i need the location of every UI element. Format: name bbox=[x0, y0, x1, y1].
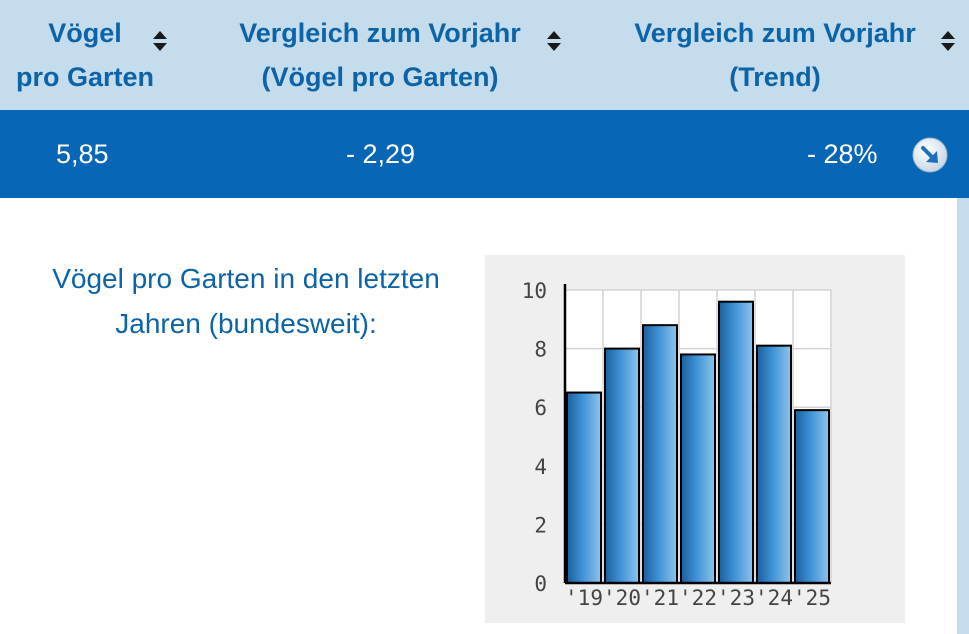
x-tick-label: '24 bbox=[755, 586, 793, 610]
column-header-label: Vergleich zum Vorjahr bbox=[634, 18, 916, 48]
bar bbox=[756, 344, 792, 584]
bar bbox=[718, 300, 754, 584]
y-tick-label: 2 bbox=[534, 513, 547, 537]
bar bbox=[794, 409, 830, 584]
arrow-down-right-icon bbox=[911, 136, 949, 174]
y-tick-label: 6 bbox=[534, 396, 547, 420]
y-tick-label: 8 bbox=[534, 338, 547, 362]
x-tick-label: '25 bbox=[793, 586, 831, 610]
change-percent-value: - 28% bbox=[807, 139, 878, 169]
column-header-birds-per-garden[interactable]: Vögel pro Garten bbox=[0, 0, 170, 110]
column-header-label: Vergleich zum Vorjahr bbox=[239, 18, 521, 48]
x-tick-label: '21 bbox=[641, 586, 679, 610]
bar-chart-svg: 0 2 4 6 8 10 '19'20'21'22'23'24'25 bbox=[522, 279, 832, 610]
change-absolute-value: - 2,29 bbox=[346, 139, 416, 169]
column-header-change-trend[interactable]: Vergleich zum Vorjahr (Trend) bbox=[600, 0, 950, 110]
sort-icon[interactable] bbox=[546, 30, 562, 52]
table-header-row: Vögel pro Garten Vergleich zum Vorjahr (… bbox=[0, 0, 969, 110]
column-header-change-absolute[interactable]: Vergleich zum Vorjahr (Vögel pro Garten) bbox=[215, 0, 545, 110]
x-tick-label: '22 bbox=[679, 586, 717, 610]
table-row: 5,85 - 2,29 - 28% bbox=[0, 110, 969, 198]
bar bbox=[680, 353, 716, 584]
sort-icon[interactable] bbox=[940, 30, 956, 52]
y-tick-label: 0 bbox=[534, 572, 547, 596]
bar-chart: 0 2 4 6 8 10 '19'20'21'22'23'24'25 bbox=[485, 255, 905, 623]
chart-caption: Vögel pro Garten in den letzten Jahren (… bbox=[52, 263, 440, 339]
bar bbox=[566, 391, 602, 584]
column-header-label: (Vögel pro Garten) bbox=[261, 62, 499, 92]
bar bbox=[604, 347, 640, 584]
x-tick-label: '23 bbox=[717, 586, 755, 610]
bar bbox=[642, 324, 678, 584]
column-header-label: pro Garten bbox=[15, 62, 155, 92]
column-header-label: (Trend) bbox=[729, 62, 821, 92]
column-header-label: Vögel bbox=[48, 18, 122, 48]
y-tick-label: 4 bbox=[534, 455, 547, 479]
birds-per-garden-value: 5,85 bbox=[56, 139, 109, 169]
sort-icon[interactable] bbox=[152, 30, 168, 52]
scrollbar-track[interactable] bbox=[957, 198, 969, 634]
x-tick-label: '20 bbox=[603, 586, 641, 610]
x-tick-label: '19 bbox=[565, 586, 603, 610]
y-tick-label: 10 bbox=[522, 279, 547, 303]
